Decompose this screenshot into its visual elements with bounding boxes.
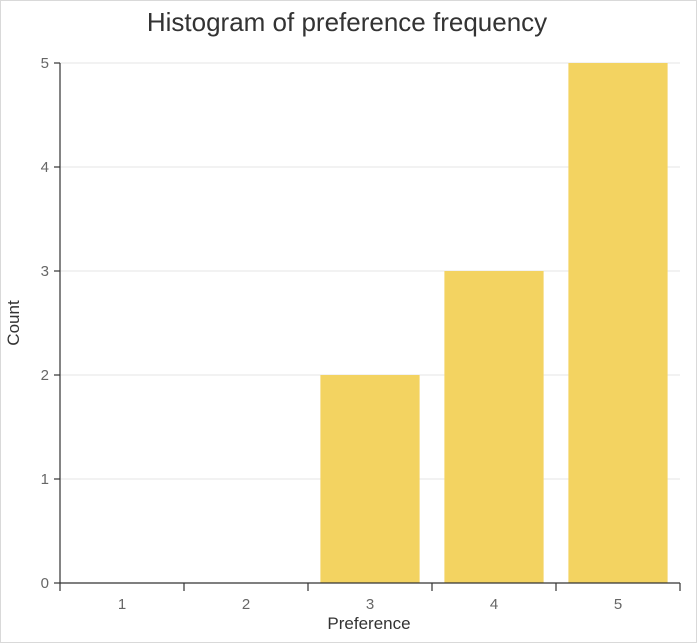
y-tick-label: 0 [41,575,49,592]
y-axis-label: Count [4,300,23,346]
y-tick-label: 4 [41,159,49,176]
x-tick-label: 5 [614,596,622,613]
x-tick-label: 2 [242,596,250,613]
x-tick-label: 1 [118,596,126,613]
y-tick-label: 2 [41,367,49,384]
x-tick-label: 3 [366,596,374,613]
bar-4[interactable] [444,271,544,583]
x-tick-label: 4 [490,596,498,613]
bar-3[interactable] [320,375,420,583]
chart-title: Histogram of preference frequency [147,7,547,37]
y-tick-label: 1 [41,471,49,488]
x-axis-ticks: 1 2 3 4 5 [59,583,681,613]
y-tick-label: 5 [41,55,49,72]
y-axis-ticks: 0 1 2 3 4 5 [41,55,60,592]
bars-group [320,63,668,583]
x-axis-label: Preference [327,614,410,633]
y-tick-label: 3 [41,263,49,280]
bar-5[interactable] [568,63,668,583]
